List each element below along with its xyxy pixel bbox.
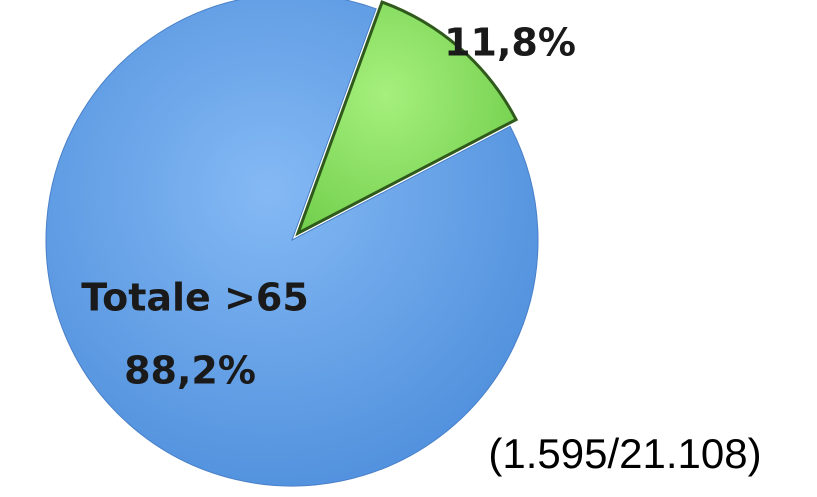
slice-label: Totale >65 — [81, 276, 309, 320]
value-label: 88,2% — [124, 349, 256, 393]
annotation: (1.595/21.108) — [488, 430, 761, 477]
pie-slice — [295, 0, 519, 237]
pie-slice — [45, 0, 539, 487]
value-label: 11,8% — [444, 21, 576, 65]
